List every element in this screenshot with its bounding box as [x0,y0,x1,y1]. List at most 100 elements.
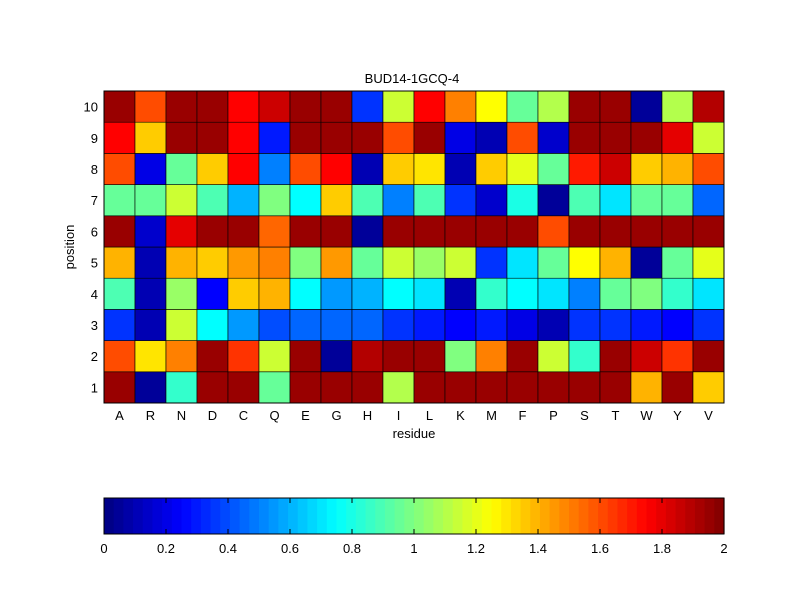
y-tick-label: 8 [91,162,98,177]
heatmap-cell [475,371,508,404]
colorbar-tick-label: 0.6 [281,541,299,556]
heatmap-cell [475,277,508,310]
heatmap-cell [196,309,229,341]
heatmap-cell [258,371,291,404]
colorbar-segment [559,498,570,534]
colorbar-segment [307,498,318,534]
colorbar-segment [617,498,628,534]
heatmap-cell [630,246,663,279]
colorbar-segment [297,498,309,534]
heatmap-cell [599,309,632,341]
heatmap-cell [444,121,477,154]
heatmap-cells [103,90,725,404]
heatmap-cell [227,90,260,123]
colorbar-tick-label: 0.4 [219,541,237,556]
colorbar-segment [239,498,250,534]
x-tick-label: A [115,408,124,423]
x-tick-label: Q [269,408,279,423]
heatmap-cell [165,90,198,123]
colorbar-segment [181,498,192,534]
heatmap-cell [196,277,229,310]
heatmap-cell [630,309,663,341]
heatmap-cell [196,215,229,248]
heatmap-cell [382,340,415,373]
heatmap-cell [630,184,663,217]
heatmap-cell [320,246,353,279]
heatmap-cell [661,277,694,310]
heatmap-cell [103,371,136,404]
colorbar-segment [210,498,221,534]
colorbar-tick-label: 1.2 [467,541,485,556]
heatmap-cell [134,340,167,373]
heatmap-cell [351,215,384,248]
heatmap-cell [630,277,663,310]
heatmap-cell [196,246,229,279]
heatmap-cell [351,277,384,310]
y-tick-label: 3 [91,318,98,333]
heatmap-cell [258,184,291,217]
heatmap-cell [692,90,725,123]
colorbar-tick-label: 0.2 [157,541,175,556]
heatmap-cell [537,153,570,185]
heatmap-cell [444,277,477,310]
heatmap-cell [165,340,198,373]
heatmap-cell [661,90,694,123]
colorbar-segment [549,498,560,534]
heatmap-cell [103,309,136,341]
heatmap-cell [444,340,477,373]
heatmap-cell [444,215,477,248]
heatmap-cell [568,309,601,341]
heatmap-cell [692,184,725,217]
heatmap-cell [537,184,570,217]
heatmap-cell [320,340,353,373]
colorbar-segment [317,498,328,534]
heatmap-cell [258,246,291,279]
colorbar-segment [404,498,415,534]
heatmap-cell [599,340,632,373]
colorbar-segment [365,498,376,534]
heatmap-cell [506,184,539,217]
colorbar-segment [685,498,696,534]
colorbar-segment [133,498,144,534]
colorbar-segment [598,498,609,534]
heatmap-cell [351,309,384,341]
colorbar-ticks: 0 0.2 0.4 0.6 0.8 1 1.2 1.4 1.6 1.8 2 [100,498,728,556]
colorbar-segment [539,498,551,534]
heatmap-cell [196,90,229,123]
y-tick-label: 1 [91,380,98,395]
heatmap-cell [196,184,229,217]
heatmap-cell [506,340,539,373]
heatmap-cell [444,371,477,404]
heatmap-cell [568,277,601,310]
heatmap-cell [258,121,291,154]
colorbar-tick-label: 1.8 [653,541,671,556]
colorbar-segment [607,498,619,534]
heatmap-cell [599,371,632,404]
colorbar-segment [414,498,425,534]
heatmap-cell [413,153,446,185]
heatmap-cell [227,277,260,310]
heatmap-cell [630,340,663,373]
colorbar-segment [491,498,502,534]
heatmap-cell [692,277,725,310]
heatmap-cell [134,215,167,248]
heatmap-cell [258,277,291,310]
heatmap-cell [289,246,322,279]
heatmap-cell [382,371,415,404]
colorbar-tick-label: 0.8 [343,541,361,556]
y-tick-label: 5 [91,256,98,271]
colorbar-segment [627,498,638,534]
heatmap-cell [630,121,663,154]
heatmap-cell [413,90,446,123]
colorbar-segment [443,498,454,534]
heatmap-cell [537,90,570,123]
heatmap-cell [506,90,539,123]
heatmap-cell [537,215,570,248]
heatmap-cell [537,309,570,341]
heatmap-cell [630,371,663,404]
colorbar-segment [123,498,134,534]
heatmap-cell [444,90,477,123]
x-tick-label: W [640,408,653,423]
colorbar-segment [229,498,241,534]
colorbar-segment [355,498,367,534]
